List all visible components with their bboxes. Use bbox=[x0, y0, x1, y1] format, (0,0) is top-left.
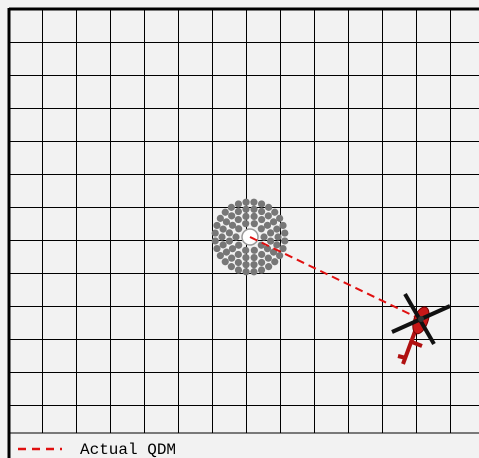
station-dot bbox=[222, 248, 231, 256]
station-dot bbox=[250, 253, 258, 262]
station-dot bbox=[225, 229, 234, 237]
station-dot bbox=[266, 229, 275, 237]
qdm-line bbox=[249, 236, 419, 319]
station-dot bbox=[213, 221, 221, 230]
station-dot bbox=[219, 241, 227, 249]
station-dot bbox=[234, 215, 242, 224]
station-dot bbox=[242, 253, 250, 262]
station-dot bbox=[257, 266, 266, 274]
station-dot bbox=[276, 214, 284, 222]
station-dot bbox=[265, 203, 273, 211]
station-dot bbox=[257, 200, 266, 208]
station-dot bbox=[211, 237, 219, 245]
station-dot bbox=[269, 218, 278, 226]
station-dot bbox=[250, 212, 258, 221]
station-dot bbox=[228, 254, 236, 262]
rotor-hub bbox=[418, 316, 424, 322]
station-dot bbox=[228, 245, 237, 253]
station-dot bbox=[232, 233, 240, 241]
station-dot bbox=[250, 205, 258, 213]
station-dot bbox=[250, 220, 258, 228]
station-dot bbox=[242, 261, 250, 269]
station-dot bbox=[263, 221, 272, 229]
station-dot bbox=[279, 244, 287, 253]
station-dot bbox=[250, 261, 258, 269]
station-dot bbox=[264, 254, 272, 262]
station-dot bbox=[242, 205, 250, 213]
station-dot bbox=[258, 207, 266, 216]
station-dot bbox=[235, 225, 243, 233]
station-dot bbox=[269, 248, 278, 256]
station-dot bbox=[225, 237, 234, 245]
station-dot bbox=[227, 203, 235, 211]
station-dot bbox=[234, 250, 242, 259]
station-dot bbox=[276, 252, 284, 260]
station-dot bbox=[250, 246, 258, 254]
station-dot bbox=[242, 246, 250, 254]
station-dot bbox=[216, 252, 224, 260]
station-dot bbox=[274, 233, 282, 241]
station-dot bbox=[222, 218, 231, 226]
station-dot bbox=[258, 215, 266, 224]
station-dot bbox=[257, 225, 265, 233]
station-dot bbox=[216, 214, 224, 222]
station bbox=[211, 198, 289, 276]
station-dot bbox=[263, 245, 272, 253]
station-dot bbox=[234, 266, 243, 274]
station-dot bbox=[281, 229, 289, 237]
station-dot bbox=[228, 221, 237, 229]
station-dot bbox=[242, 268, 250, 276]
station-dot bbox=[228, 212, 236, 220]
station-dot bbox=[279, 221, 287, 230]
helicopter bbox=[391, 292, 451, 365]
station-dot bbox=[281, 237, 289, 245]
station-dot bbox=[218, 233, 226, 241]
legend-label: Actual QDM bbox=[80, 441, 176, 458]
station-dot bbox=[242, 212, 250, 221]
station-dot bbox=[260, 233, 268, 241]
station-dot bbox=[250, 198, 258, 206]
station-dot bbox=[211, 229, 219, 237]
station-dot bbox=[273, 241, 281, 249]
station-dot bbox=[213, 244, 221, 253]
station-dot bbox=[242, 198, 250, 206]
station-dot bbox=[219, 225, 227, 233]
station-dot bbox=[264, 212, 272, 220]
station-dot bbox=[235, 241, 243, 249]
station-dot bbox=[271, 258, 279, 266]
station-dot bbox=[234, 200, 243, 208]
station-dot bbox=[234, 258, 242, 267]
station-dot bbox=[234, 207, 242, 216]
station-dot bbox=[258, 250, 266, 259]
station-dot bbox=[258, 258, 266, 267]
station-dot bbox=[273, 225, 281, 233]
station-dot bbox=[265, 263, 273, 271]
station-dot bbox=[266, 237, 275, 245]
station-dot bbox=[271, 208, 279, 216]
station-dot bbox=[227, 263, 235, 271]
station-dot bbox=[250, 268, 258, 276]
station-dot bbox=[242, 220, 250, 228]
station-dot bbox=[221, 258, 229, 266]
station-dot bbox=[221, 208, 229, 216]
